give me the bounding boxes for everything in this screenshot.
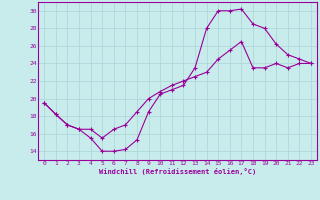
X-axis label: Windchill (Refroidissement éolien,°C): Windchill (Refroidissement éolien,°C) [99,168,256,175]
